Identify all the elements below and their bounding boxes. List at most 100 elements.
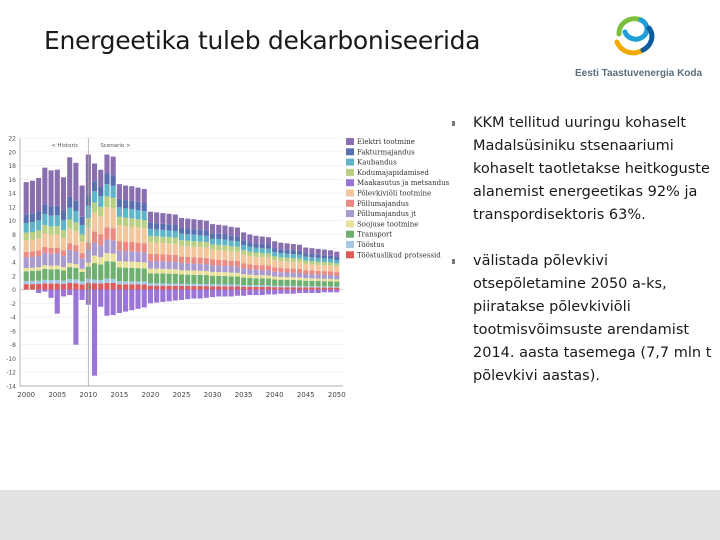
bar-segment (116, 281, 122, 285)
logo: Eesti Taastuvenergia Koda (575, 12, 702, 88)
bar-negative (328, 289, 334, 293)
bar-segment (197, 235, 203, 242)
bar-segment (147, 260, 153, 269)
bar-segment (259, 257, 265, 266)
bar-segment (272, 251, 278, 257)
y-tick-label: -14 (6, 384, 16, 391)
x-tick-label: 2015 (110, 391, 128, 399)
bar-segment (147, 273, 153, 284)
bar-segment (73, 231, 79, 246)
bar-segment (241, 240, 247, 245)
bar-segment (48, 265, 54, 270)
bar-segment (29, 239, 35, 252)
bar-segment (42, 167, 48, 205)
bar-segment (166, 273, 172, 284)
y-tick-label: 14 (8, 191, 16, 198)
bar-segment (104, 196, 110, 208)
bar-segment (278, 257, 284, 261)
bar-segment (79, 216, 85, 226)
bar-segment (253, 247, 259, 253)
bar-negative (123, 289, 129, 312)
bar-segment (284, 253, 290, 258)
bar-segment (191, 274, 197, 284)
bar-segment (73, 210, 79, 223)
bar-segment (172, 237, 178, 244)
bar-segment (29, 271, 35, 281)
bar-segment (241, 254, 247, 264)
bar-segment (265, 285, 272, 287)
y-tick-label: 18 (8, 163, 16, 170)
bar-negative (147, 289, 153, 304)
bar-segment (328, 287, 334, 290)
bar-segment (265, 278, 272, 286)
bar-segment (48, 280, 54, 284)
bar-segment (48, 234, 54, 248)
bar-segment (284, 287, 290, 290)
bar-segment (178, 263, 185, 271)
bar-segment (284, 243, 290, 250)
bar-segment (172, 285, 178, 290)
bar-segment (309, 278, 315, 281)
bar-segment (315, 281, 321, 287)
bar-negative (222, 289, 228, 297)
y-tick-label: -6 (10, 328, 16, 335)
bar-segment (110, 253, 116, 262)
bar-segment (110, 228, 116, 241)
y-tick-label: 0 (12, 287, 16, 294)
bar-segment (321, 258, 327, 262)
bar-negative (284, 289, 290, 294)
bar-segment (48, 170, 54, 207)
bar-segment (265, 286, 272, 290)
bar-segment (222, 245, 228, 251)
y-tick-label: 10 (8, 218, 16, 225)
bar-segment (278, 276, 284, 280)
bar-segment (98, 264, 104, 280)
bar-segment (73, 200, 79, 211)
bar-segment (154, 229, 160, 237)
bar-segment (166, 213, 172, 225)
bullet-item: KKM tellitud uuringu kohaselt Madalsüsin… (452, 112, 714, 227)
bar-segment (222, 260, 228, 266)
bar-segment (160, 283, 166, 286)
bar-segment (147, 268, 153, 274)
bar-segment (141, 228, 147, 244)
bar-negative (36, 289, 42, 293)
bar-negative (290, 289, 296, 294)
bar-segment (98, 257, 104, 265)
bar-negative (166, 289, 172, 302)
bar-negative (129, 289, 135, 311)
bar-segment (328, 271, 334, 276)
legend-label: Tööstus (357, 241, 385, 249)
bar-segment (123, 251, 129, 262)
bar-segment (98, 186, 104, 197)
bar-segment (154, 212, 160, 224)
bar-segment (216, 224, 222, 234)
bar-segment (29, 231, 35, 240)
bar-segment (79, 234, 85, 242)
bar-segment (147, 211, 153, 223)
bar-segment (141, 211, 147, 221)
bar-segment (315, 264, 321, 271)
bar-segment (278, 268, 284, 273)
bar-segment (147, 228, 153, 236)
bar-segment (315, 261, 321, 265)
bar-segment (265, 275, 272, 279)
bar-segment (141, 284, 147, 290)
bar-segment (303, 247, 309, 254)
bar-negative (73, 289, 79, 345)
bar-segment (23, 280, 29, 285)
y-tick-label: -8 (10, 342, 16, 349)
bar-segment (178, 274, 185, 284)
bar-segment (172, 224, 178, 231)
bar-segment (154, 285, 160, 290)
bar-negative (247, 289, 253, 296)
bar-segment (321, 287, 327, 290)
bar-negative (98, 289, 104, 307)
bar-segment (123, 226, 129, 242)
bar-segment (141, 252, 147, 263)
bar-segment (135, 219, 141, 228)
bar-segment (234, 236, 240, 242)
bar-segment (54, 279, 60, 284)
bar-segment (228, 272, 234, 277)
bar-segment (42, 252, 48, 266)
